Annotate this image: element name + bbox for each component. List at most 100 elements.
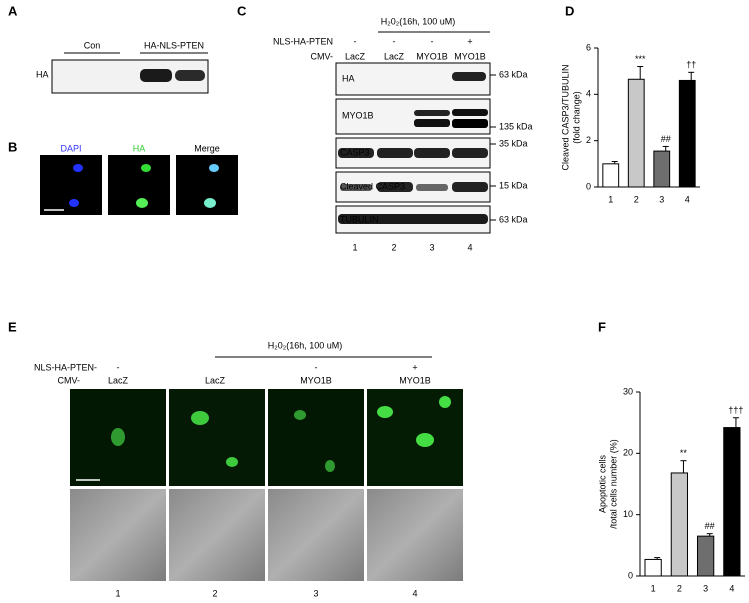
blot-label: HA (342, 73, 355, 83)
panel-label: E (8, 319, 17, 334)
factor-label: CMV- (58, 375, 81, 385)
channel-label: DAPI (60, 143, 81, 153)
band (377, 182, 413, 192)
factor-value: MYO1B (454, 51, 486, 61)
factor-label: NLS-HA-PTEN- (34, 362, 97, 372)
size-label: 15 kDa (499, 180, 528, 190)
x-tick-label: 3 (703, 583, 708, 593)
y-tick-label: 2 (586, 135, 591, 145)
cell (325, 460, 335, 472)
size-label: 63 kDa (499, 214, 528, 224)
y-axis-label: Apoptotic cells (597, 454, 607, 513)
factor-sign: - (354, 36, 357, 46)
significance: *** (635, 54, 646, 64)
bar (670, 472, 689, 577)
lane-number: 4 (467, 242, 472, 252)
bar (678, 79, 696, 188)
y-tick-label: 0 (628, 570, 633, 580)
panel-label: D (565, 3, 574, 18)
cell (226, 457, 238, 467)
size-label: 135 kDa (499, 121, 533, 131)
band (414, 110, 450, 116)
phase-image (70, 489, 166, 581)
lane-number: 1 (352, 242, 357, 252)
factor-value: MYO1B (416, 51, 448, 61)
channel-label: Merge (194, 143, 220, 153)
cell (294, 410, 306, 420)
y-tick-label: 0 (586, 181, 591, 191)
treatment: H₂0₂(16h, 100 uM) (268, 340, 343, 350)
factor-value: LacZ (108, 375, 129, 385)
nucleus (136, 198, 148, 208)
band (175, 70, 205, 81)
factor-sign: + (412, 362, 417, 372)
bar (696, 535, 715, 577)
cell (439, 396, 451, 408)
nucleus (73, 164, 83, 172)
micrographs (70, 389, 463, 581)
factor-value: MYO1B (300, 375, 332, 385)
y-axis-label: Cleaved CASP3/TUBULIN (560, 64, 570, 170)
lane-number: 3 (429, 242, 434, 252)
channel-label: HA (133, 143, 146, 153)
factor-sign: - (431, 36, 434, 46)
y-tick-label: 6 (586, 42, 591, 52)
bar (723, 427, 741, 577)
blot-label: Cleaved CASP3 (340, 181, 405, 191)
factor-value: LacZ (384, 51, 405, 61)
x-tick-label: 4 (729, 583, 734, 593)
y-axis-label: (fold change) (571, 91, 581, 144)
band (377, 148, 413, 158)
blot-label: CASP3 (340, 147, 370, 157)
lane-number: 1 (115, 588, 120, 598)
band (416, 184, 448, 191)
phase-image (169, 489, 265, 581)
cell (416, 433, 434, 447)
band (452, 148, 488, 158)
blot (335, 98, 491, 135)
y-tick-label: 20 (623, 448, 633, 458)
significance: ** (680, 448, 688, 458)
factor-label: CMV- (311, 51, 334, 61)
band (414, 119, 450, 127)
factor-sign: - (117, 362, 120, 372)
lane-number: 4 (412, 588, 417, 598)
factor-value: LacZ (345, 51, 366, 61)
cell (111, 428, 125, 446)
lane-label: Con (84, 40, 101, 50)
blot-label: TUBULIN (340, 214, 379, 224)
significance: ††† (728, 405, 743, 415)
band (340, 184, 372, 191)
factor-value: MYO1B (399, 375, 431, 385)
x-tick-label: 2 (634, 194, 639, 204)
nucleus (209, 164, 219, 172)
y-tick-label: 4 (586, 89, 591, 99)
size-label: 35 kDa (499, 138, 528, 148)
blot-label: MYO1B (342, 110, 374, 120)
blot-panel (335, 62, 491, 234)
phase-image (367, 489, 463, 581)
x-tick-label: 4 (685, 194, 690, 204)
row-label: HA (36, 69, 49, 79)
y-tick-label: 10 (623, 509, 633, 519)
panel-label: A (8, 3, 18, 18)
y-axis-label: /total cells number (%) (608, 439, 618, 529)
factor-sign: - (393, 36, 396, 46)
factor-sign: - (315, 362, 318, 372)
y-tick-label: 30 (623, 386, 633, 396)
lane-number: 2 (212, 588, 217, 598)
phase-image (268, 489, 364, 581)
bar (627, 78, 645, 188)
lane-label: HA-NLS-PTEN (144, 40, 204, 50)
band (452, 119, 488, 128)
band (452, 109, 488, 116)
nucleus (204, 198, 216, 208)
lane-number: 3 (313, 588, 318, 598)
micrograph (268, 389, 364, 486)
treatment: H₂0₂(16h, 100 uM) (381, 16, 456, 26)
band (338, 214, 488, 224)
bar (602, 163, 620, 188)
micrograph (169, 389, 265, 486)
